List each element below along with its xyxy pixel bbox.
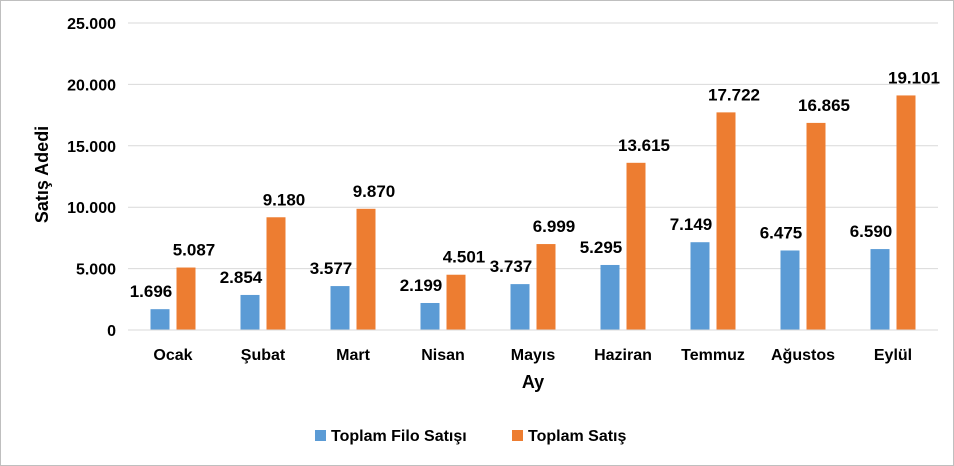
data-label: 5.295 xyxy=(580,238,623,257)
x-axis-title: Ay xyxy=(522,372,544,392)
x-tick-label: Mart xyxy=(336,347,370,364)
data-label: 4.501 xyxy=(443,248,486,267)
x-tick-label: Ocak xyxy=(153,347,192,364)
data-label: 1.696 xyxy=(130,282,173,301)
data-label: 3.577 xyxy=(310,259,353,278)
data-label: 6.999 xyxy=(533,217,576,236)
bar-filo xyxy=(150,309,170,330)
y-tick-label: 10.000 xyxy=(67,200,116,217)
gridlines xyxy=(128,22,938,270)
bar-filo xyxy=(690,242,710,330)
bar-toplam xyxy=(626,162,646,330)
x-tick-label: Şubat xyxy=(241,347,286,364)
bar-toplam xyxy=(896,95,916,330)
y-axis-title: Satış Adedi xyxy=(32,126,52,223)
legend: Toplam Filo Satışı Toplam Satış xyxy=(315,428,626,445)
y-tick-label: 20.000 xyxy=(67,77,116,94)
bar-filo xyxy=(420,302,440,330)
bar-toplam xyxy=(536,244,556,330)
y-tick-label: 15.000 xyxy=(67,139,116,156)
data-label: 3.737 xyxy=(490,257,533,276)
legend-swatch xyxy=(315,430,326,441)
x-tick-label: Haziran xyxy=(594,347,652,364)
bar-toplam xyxy=(356,208,376,330)
data-label: 6.590 xyxy=(850,222,893,241)
y-tick-label: 0 xyxy=(107,323,116,340)
x-axis-ticks: Ocak Şubat Mart Nisan Mayıs Haziran Temmuz Ağus… xyxy=(153,347,912,364)
legend-swatch xyxy=(512,430,523,441)
legend-label: Toplam Filo Satışı xyxy=(331,428,467,445)
y-tick-label: 5.000 xyxy=(76,262,116,279)
y-tick-label: 25.000 xyxy=(67,16,116,33)
y-axis-ticks: 0 5.000 10.000 15.000 20.000 25.000 xyxy=(67,16,116,340)
legend-label: Toplam Satış xyxy=(528,428,626,445)
bar-filo xyxy=(600,264,620,330)
bar-filo xyxy=(240,294,260,330)
data-label: 17.722 xyxy=(708,85,760,104)
bar-filo xyxy=(330,286,350,330)
bar-filo xyxy=(780,250,800,330)
x-tick-label: Temmuz xyxy=(681,347,745,364)
data-label: 2.199 xyxy=(400,276,443,295)
bar-toplam xyxy=(446,274,466,330)
bar-toplam xyxy=(806,122,826,330)
data-label: 9.180 xyxy=(263,190,306,209)
bar-toplam xyxy=(176,267,196,330)
bar-filo xyxy=(510,284,530,330)
data-label: 13.615 xyxy=(618,136,670,155)
x-tick-label: Eylül xyxy=(874,347,912,364)
bar-toplam xyxy=(266,217,286,330)
data-label: 9.870 xyxy=(353,182,396,201)
x-tick-label: Mayıs xyxy=(511,347,556,364)
data-label: 7.149 xyxy=(670,215,713,234)
bar-toplam xyxy=(716,112,736,330)
data-label: 6.475 xyxy=(760,223,803,242)
data-label: 5.087 xyxy=(173,241,216,260)
data-label: 2.854 xyxy=(220,268,263,287)
data-label: 19.101 xyxy=(888,68,940,87)
x-tick-label: Nisan xyxy=(421,347,465,364)
x-tick-label: Ağustos xyxy=(771,347,835,364)
bars xyxy=(150,95,916,330)
data-label: 16.865 xyxy=(798,96,850,115)
bar-filo xyxy=(870,249,890,330)
